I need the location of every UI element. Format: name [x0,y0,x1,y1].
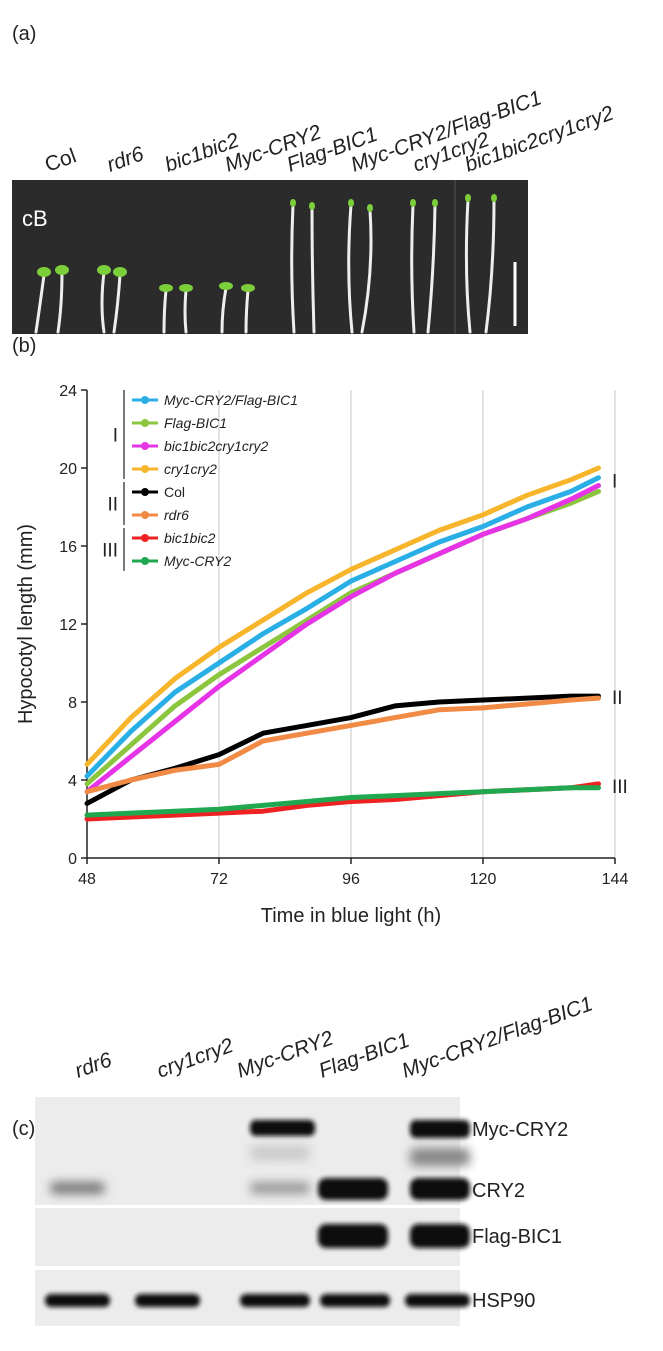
band-label: HSP90 [472,1290,535,1312]
legend-label: cry1cry2 [164,461,217,477]
lane-label: cry1cry2 [154,1034,237,1083]
x-tick-label: 48 [78,871,96,888]
series-line [84,483,601,795]
legend-marker [141,511,149,519]
legend-label: rdr6 [164,507,189,523]
band-label: CRY2 [472,1180,525,1202]
y-tick-label: 0 [68,851,77,868]
legend-label: bic1bic2 [164,530,216,546]
x-axis-label: Time in blue light (h) [261,905,441,927]
legend-label: Col [164,484,185,500]
condition-label: cB [22,206,48,231]
legend-marker [141,442,149,450]
y-tick-label: 8 [68,695,77,712]
legend-label: Myc-CRY2/Flag-BIC1 [164,392,298,408]
legend-marker [141,396,149,404]
group-end-label: III [612,777,628,798]
genotype-label: rdr6 [104,142,147,176]
panel-label: (b) [12,335,36,357]
group-end-label: II [612,688,623,709]
legend-marker [141,557,149,565]
band-label: Myc-CRY2 [472,1119,568,1141]
group-label: II [107,495,118,516]
group-label: III [102,541,118,562]
legend-marker [141,465,149,473]
legend-marker [141,419,149,427]
series-line [84,695,601,795]
panel-label: (c) [12,1118,35,1140]
western-blot [35,1097,470,1326]
legend-label: Myc-CRY2 [164,553,231,569]
lane-label: Myc-CRY2/Flag-BIC1 [399,992,596,1082]
y-tick-label: 20 [59,461,77,478]
y-tick-label: 16 [59,539,77,556]
y-tick-label: 4 [68,773,77,790]
series-line [84,785,601,818]
series-line [84,475,601,779]
x-tick-label: 72 [210,871,228,888]
x-tick-label: 96 [342,871,360,888]
series-line [84,465,601,767]
legend-label: bic1bic2cry1cry2 [164,438,268,454]
x-tick-label: 144 [602,871,629,888]
y-tick-label: 12 [59,617,77,634]
group-label: I [113,426,118,447]
genotype-label: Col [42,144,79,176]
lane-label: rdr6 [72,1048,115,1082]
panel-label: (a) [12,23,36,45]
group-end-label: I [612,472,617,493]
x-tick-label: 120 [470,871,497,888]
series-line [84,693,601,806]
legend-marker [141,488,149,496]
seedling-photo [12,180,528,334]
band-label: Flag-BIC1 [472,1226,562,1248]
y-axis-label: Hypocotyl length (mm) [15,524,37,724]
y-tick-label: 24 [59,383,77,400]
legend-label: Flag-BIC1 [164,415,227,431]
legend-marker [141,534,149,542]
